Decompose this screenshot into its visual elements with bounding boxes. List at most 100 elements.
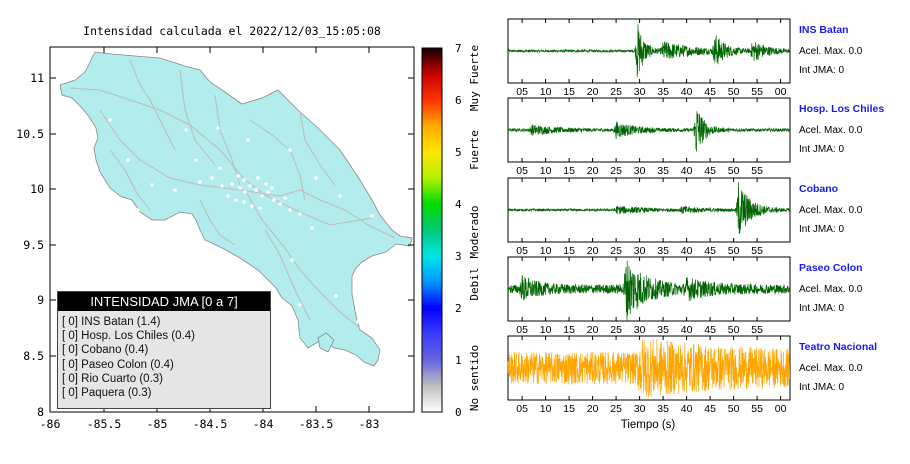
colorbar-segment bbox=[422, 295, 442, 298]
jma-intensity: Int JMA: 0 bbox=[799, 65, 844, 76]
map-xtick-label: -83.5 bbox=[299, 417, 334, 431]
station-name: Cobano bbox=[799, 183, 838, 195]
trace-tick-label: 05 bbox=[516, 324, 528, 336]
colorbar-segment bbox=[422, 284, 442, 288]
trace-tick-label: 30 bbox=[634, 324, 646, 336]
waveform bbox=[507, 182, 791, 234]
station-marker bbox=[173, 188, 177, 192]
colorbar-segment bbox=[422, 211, 442, 215]
trace-tick-label: 50 bbox=[728, 165, 740, 177]
station-marker bbox=[370, 214, 374, 218]
colorbar-segment bbox=[422, 404, 442, 408]
colorbar-segment bbox=[422, 224, 442, 228]
trace-tick-label: 15 bbox=[563, 86, 575, 98]
colorbar-segment bbox=[422, 126, 442, 129]
road bbox=[179, 69, 216, 166]
colorbar-segment bbox=[422, 352, 442, 356]
station-marker bbox=[270, 186, 274, 190]
colorbar-segment bbox=[422, 305, 442, 309]
seismogram-panels: 05 10 15 20 25 30 35 40 45 50 55 00 INS Batan Acel. M… bbox=[507, 18, 884, 415]
colorbar-segment bbox=[422, 310, 442, 314]
map-ytick-label: 10 bbox=[30, 182, 44, 196]
trace-tick-label: 55 bbox=[751, 324, 763, 336]
legend-row: [ 0] Hosp. Los Chiles (0.4) bbox=[62, 330, 195, 343]
colorbar-segment bbox=[422, 383, 442, 387]
trace-tick-label: 05 bbox=[516, 86, 528, 98]
trace-tick-label: 25 bbox=[610, 245, 622, 257]
colorbar-segment bbox=[422, 253, 442, 257]
trace-tick-label: 20 bbox=[587, 245, 599, 257]
colorbar-segment bbox=[422, 157, 442, 161]
colorbar-tick-label: 7 bbox=[455, 42, 462, 55]
station-marker bbox=[194, 158, 198, 162]
station-name: INS Batan bbox=[799, 24, 849, 36]
colorbar-segment bbox=[422, 178, 442, 181]
colorbar-segment bbox=[422, 206, 442, 210]
station-marker bbox=[110, 194, 114, 198]
trace-tick-label: 05 bbox=[516, 165, 528, 177]
legend-rows: [ 0] INS Batan (1.4) [ 0] Hosp. Los Chile… bbox=[58, 315, 270, 400]
station-marker bbox=[250, 204, 254, 208]
trace-tick-label: 15 bbox=[563, 245, 575, 257]
colorbar-segment bbox=[422, 357, 442, 361]
station-marker bbox=[218, 166, 222, 170]
colorbar-segment bbox=[422, 230, 442, 233]
colorbar-segment bbox=[422, 331, 442, 335]
trace-tick-label: 35 bbox=[657, 403, 669, 415]
colorbar-segment bbox=[422, 222, 442, 226]
trace-tick-label: 45 bbox=[704, 86, 716, 98]
colorbar-segment bbox=[422, 193, 442, 197]
station-marker bbox=[236, 174, 240, 178]
colorbar-segment bbox=[422, 289, 442, 293]
colorbar-segment bbox=[422, 61, 442, 64]
colorbar-segment bbox=[422, 370, 442, 374]
colorbar-segment bbox=[422, 237, 442, 241]
trace-tick-label: 50 bbox=[728, 403, 740, 415]
map-ytick-label: 10.5 bbox=[16, 127, 44, 141]
trace-tick-label: 20 bbox=[587, 86, 599, 98]
colorbar-segment bbox=[422, 55, 442, 59]
trace-tick-label: 25 bbox=[610, 403, 622, 415]
colorbar-tick-label: 5 bbox=[455, 146, 462, 159]
station-marker bbox=[283, 196, 287, 200]
costa-rica-map bbox=[59, 51, 413, 367]
time-axis-label: Tiempo (s) bbox=[621, 419, 676, 431]
colorbar-segment bbox=[422, 170, 442, 174]
colorbar-segment bbox=[422, 380, 442, 384]
colorbar-segment bbox=[422, 188, 442, 192]
station-name: Teatro Nacional bbox=[799, 341, 877, 353]
colorbar-segment bbox=[422, 287, 442, 291]
colorbar-segment bbox=[422, 406, 442, 410]
max-acceleration: Acel. Max. 0.0 bbox=[799, 363, 863, 374]
station-marker bbox=[278, 202, 282, 206]
road bbox=[244, 189, 361, 329]
station-marker bbox=[108, 118, 112, 122]
colorbar-tick-label: 1 bbox=[455, 354, 462, 367]
colorbar-segment bbox=[422, 89, 442, 93]
colorbar-segment bbox=[422, 209, 442, 213]
trace-tick-label: 40 bbox=[681, 403, 693, 415]
trace-tick-label: 30 bbox=[634, 245, 646, 257]
colorbar-segment bbox=[422, 84, 442, 88]
colorbar-segment bbox=[422, 81, 442, 85]
station-marker bbox=[238, 186, 242, 190]
colorbar-segment bbox=[422, 232, 442, 236]
colorbar-tick-label: 6 bbox=[455, 94, 462, 107]
colorbar-segment bbox=[422, 172, 442, 176]
colorbar-segment bbox=[422, 391, 442, 395]
colorbar-segment bbox=[422, 217, 442, 220]
colorbar-segment bbox=[422, 115, 442, 119]
colorbar-segment bbox=[422, 263, 442, 267]
road bbox=[69, 87, 373, 226]
colorbar-segment bbox=[422, 269, 442, 272]
trace-tick-label: 55 bbox=[751, 86, 763, 98]
map-ytick-label: 8 bbox=[37, 405, 44, 419]
colorbar-segment bbox=[422, 191, 442, 194]
road bbox=[99, 109, 281, 197]
colorbar-segment bbox=[422, 365, 442, 369]
colorbar-segment bbox=[422, 219, 442, 223]
road bbox=[109, 149, 151, 211]
colorbar-segment bbox=[422, 297, 442, 301]
colorbar-segment bbox=[422, 276, 442, 280]
colorbar-tick-label: 2 bbox=[455, 302, 462, 315]
